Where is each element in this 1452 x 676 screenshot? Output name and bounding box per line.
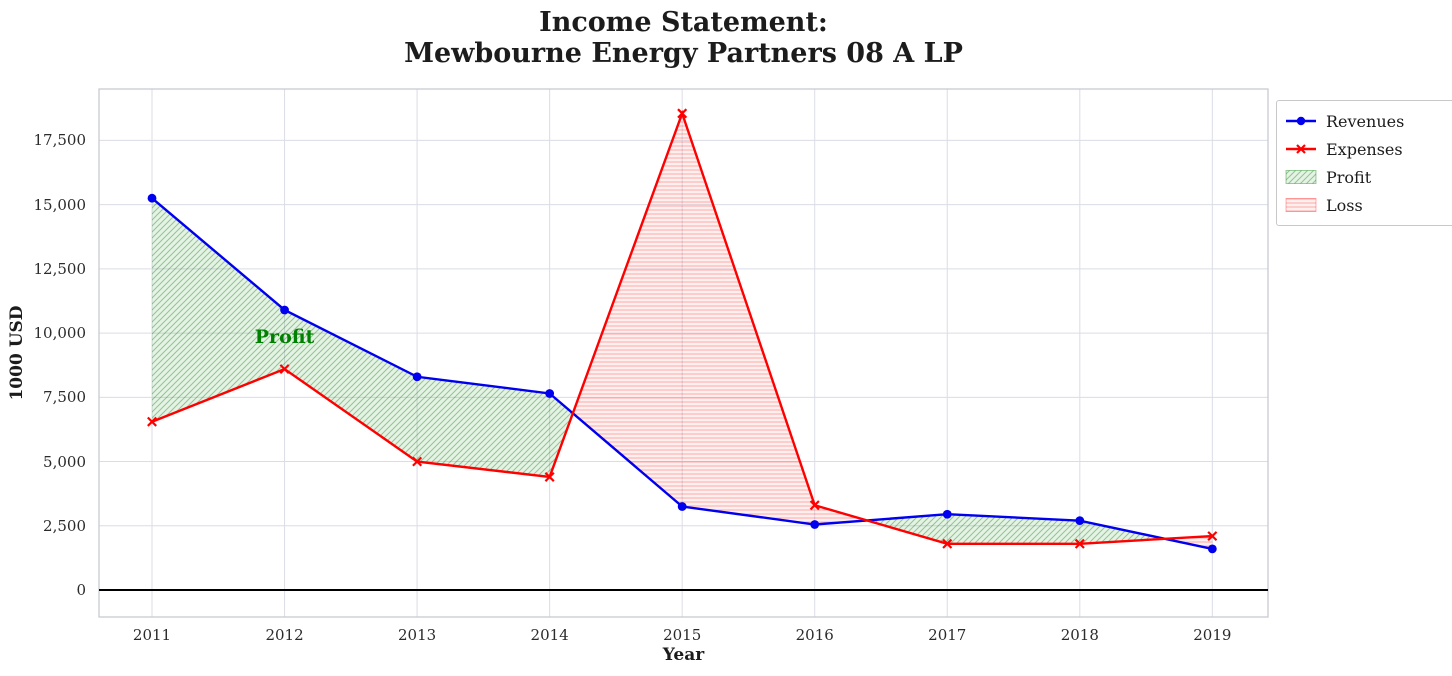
expenses-marker — [147, 416, 157, 427]
expenses-marker — [412, 456, 423, 467]
legend-item-loss: Loss — [1285, 191, 1445, 219]
chart-title: Income Statement: Mewbourne Energy Partn… — [99, 7, 1268, 69]
revenues-marker — [677, 502, 687, 511]
expenses-marker — [279, 364, 290, 375]
legend-item-revenues: Revenues — [1285, 107, 1445, 135]
legend-item-profit: Profit — [1285, 163, 1445, 191]
legend-label: Profit — [1326, 167, 1372, 187]
expenses-marker — [544, 471, 555, 482]
revenues-marker — [412, 372, 422, 382]
profit-loss-fills — [152, 113, 1213, 549]
data-series — [99, 108, 1268, 592]
expenses-marker — [1207, 531, 1218, 542]
legend-label: Revenues — [1326, 111, 1405, 131]
revenues-marker — [545, 389, 555, 398]
legend-label: Loss — [1326, 195, 1363, 215]
expenses-marker — [942, 538, 953, 549]
revenues-marker — [942, 509, 952, 519]
y-axis-label: 1000 USD — [7, 305, 27, 401]
chart-title-line-1: Income Statement: — [539, 7, 828, 38]
profit-annotation: Profit — [254, 325, 315, 348]
legend-item-expenses: Expenses — [1285, 135, 1445, 163]
legend-swatch-loss — [1285, 198, 1317, 212]
revenues-marker — [147, 193, 157, 203]
expenses-marker — [1074, 538, 1085, 549]
legend-swatch-expenses — [1286, 144, 1316, 154]
revenues-marker — [280, 305, 289, 315]
expenses-marker — [809, 500, 820, 511]
expenses-marker — [677, 108, 688, 119]
legend-label: Expenses — [1326, 139, 1403, 159]
chart-title-line-2: Mewbourne Energy Partners 08 A LP — [404, 38, 963, 69]
legend: Revenues Expenses Profit Loss — [1276, 100, 1452, 226]
profit-region — [152, 198, 573, 477]
revenues-marker — [810, 520, 820, 529]
revenues-marker — [1207, 544, 1217, 554]
legend-swatch-revenues — [1286, 116, 1316, 126]
profit-region — [867, 514, 1165, 544]
legend-swatch-profit — [1285, 170, 1317, 184]
loss-region — [572, 113, 868, 525]
x-axis-label: Year — [662, 645, 705, 665]
revenues-marker — [1075, 516, 1085, 526]
